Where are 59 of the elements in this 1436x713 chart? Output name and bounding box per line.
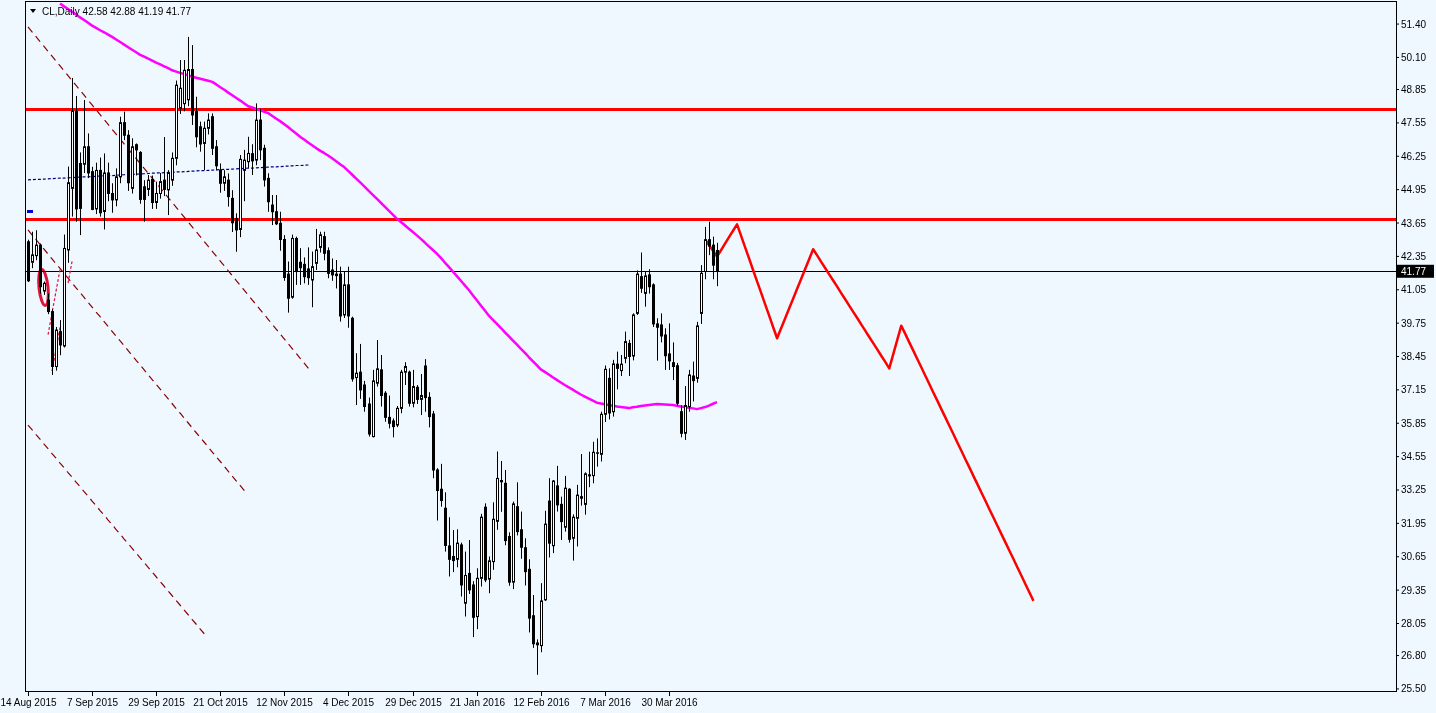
y-tick-label: 33.25 (1401, 484, 1427, 496)
y-tick-label: 28.05 (1401, 617, 1427, 629)
candlestick (155, 181, 158, 210)
candlestick (668, 322, 671, 371)
line-series (27, 229, 245, 492)
x-tick-label: 7 Mar 2016 (580, 697, 632, 708)
x-tick-label: 29 Sep 2015 (128, 697, 186, 708)
candlestick (440, 463, 443, 508)
candlestick (163, 136, 166, 197)
y-tick-label: 38.45 (1401, 351, 1427, 363)
x-tick-label: 7 Sep 2015 (66, 697, 119, 708)
x-tick-label: 21 Jan 2016 (449, 697, 506, 708)
y-tick-label: 47.55 (1401, 117, 1427, 129)
x-tick-label: 4 Dec 2015 (322, 697, 375, 708)
candlestick (412, 369, 415, 408)
candlestick (576, 484, 579, 547)
candlestick (620, 354, 623, 377)
candlestick (319, 231, 322, 254)
x-tick-label: 29 Dec 2015 (385, 697, 443, 708)
y-tick-label: 48.85 (1401, 84, 1427, 96)
candlestick (203, 121, 206, 171)
candlestick (592, 441, 595, 484)
candlestick (271, 194, 274, 226)
candlestick (151, 175, 154, 210)
y-tick-label: 37.15 (1401, 384, 1427, 396)
y-tick-label: 25.50 (1401, 683, 1427, 695)
y-tick-label: 35.85 (1401, 417, 1427, 429)
y-tick-label: 43.65 (1401, 217, 1427, 229)
y-tick-label: 29.35 (1401, 584, 1427, 596)
y-tick-label: 42.35 (1401, 250, 1427, 262)
candlestick (247, 136, 250, 169)
ref-line-label: 41.77 (1401, 265, 1427, 277)
line-series (27, 424, 205, 635)
candlestick (227, 172, 230, 208)
candlestick (624, 331, 627, 364)
candlestick (680, 404, 683, 438)
candlestick (452, 529, 455, 573)
candlestick (219, 162, 222, 194)
x-tick-label: 14 Aug 2015 (0, 697, 58, 708)
x-tick-label: 21 Oct 2015 (193, 697, 249, 708)
candlestick (159, 172, 162, 200)
x-tick-label: 12 Nov 2015 (256, 697, 314, 708)
y-tick-label: 31.95 (1401, 517, 1427, 529)
candlestick (388, 395, 391, 429)
line-series (27, 26, 310, 369)
line-series (47, 268, 61, 336)
y-tick-label: 30.65 (1401, 551, 1427, 563)
y-tick-label: 34.55 (1401, 451, 1427, 463)
y-tick-label: 41.05 (1401, 284, 1427, 296)
x-tick-label: 30 Mar 2016 (641, 697, 699, 708)
candlestick (416, 384, 419, 405)
candlestick (664, 327, 667, 371)
y-tick-label: 51.40 (1401, 18, 1427, 30)
y-tick-label: 44.95 (1401, 184, 1427, 196)
y-tick-label: 39.75 (1401, 317, 1427, 329)
y-tick-label: 50.10 (1401, 51, 1427, 63)
y-tick-label: 46.25 (1401, 150, 1427, 162)
y-tick-label: 26.80 (1401, 650, 1427, 662)
x-tick-label: 12 Feb 2016 (513, 697, 571, 708)
